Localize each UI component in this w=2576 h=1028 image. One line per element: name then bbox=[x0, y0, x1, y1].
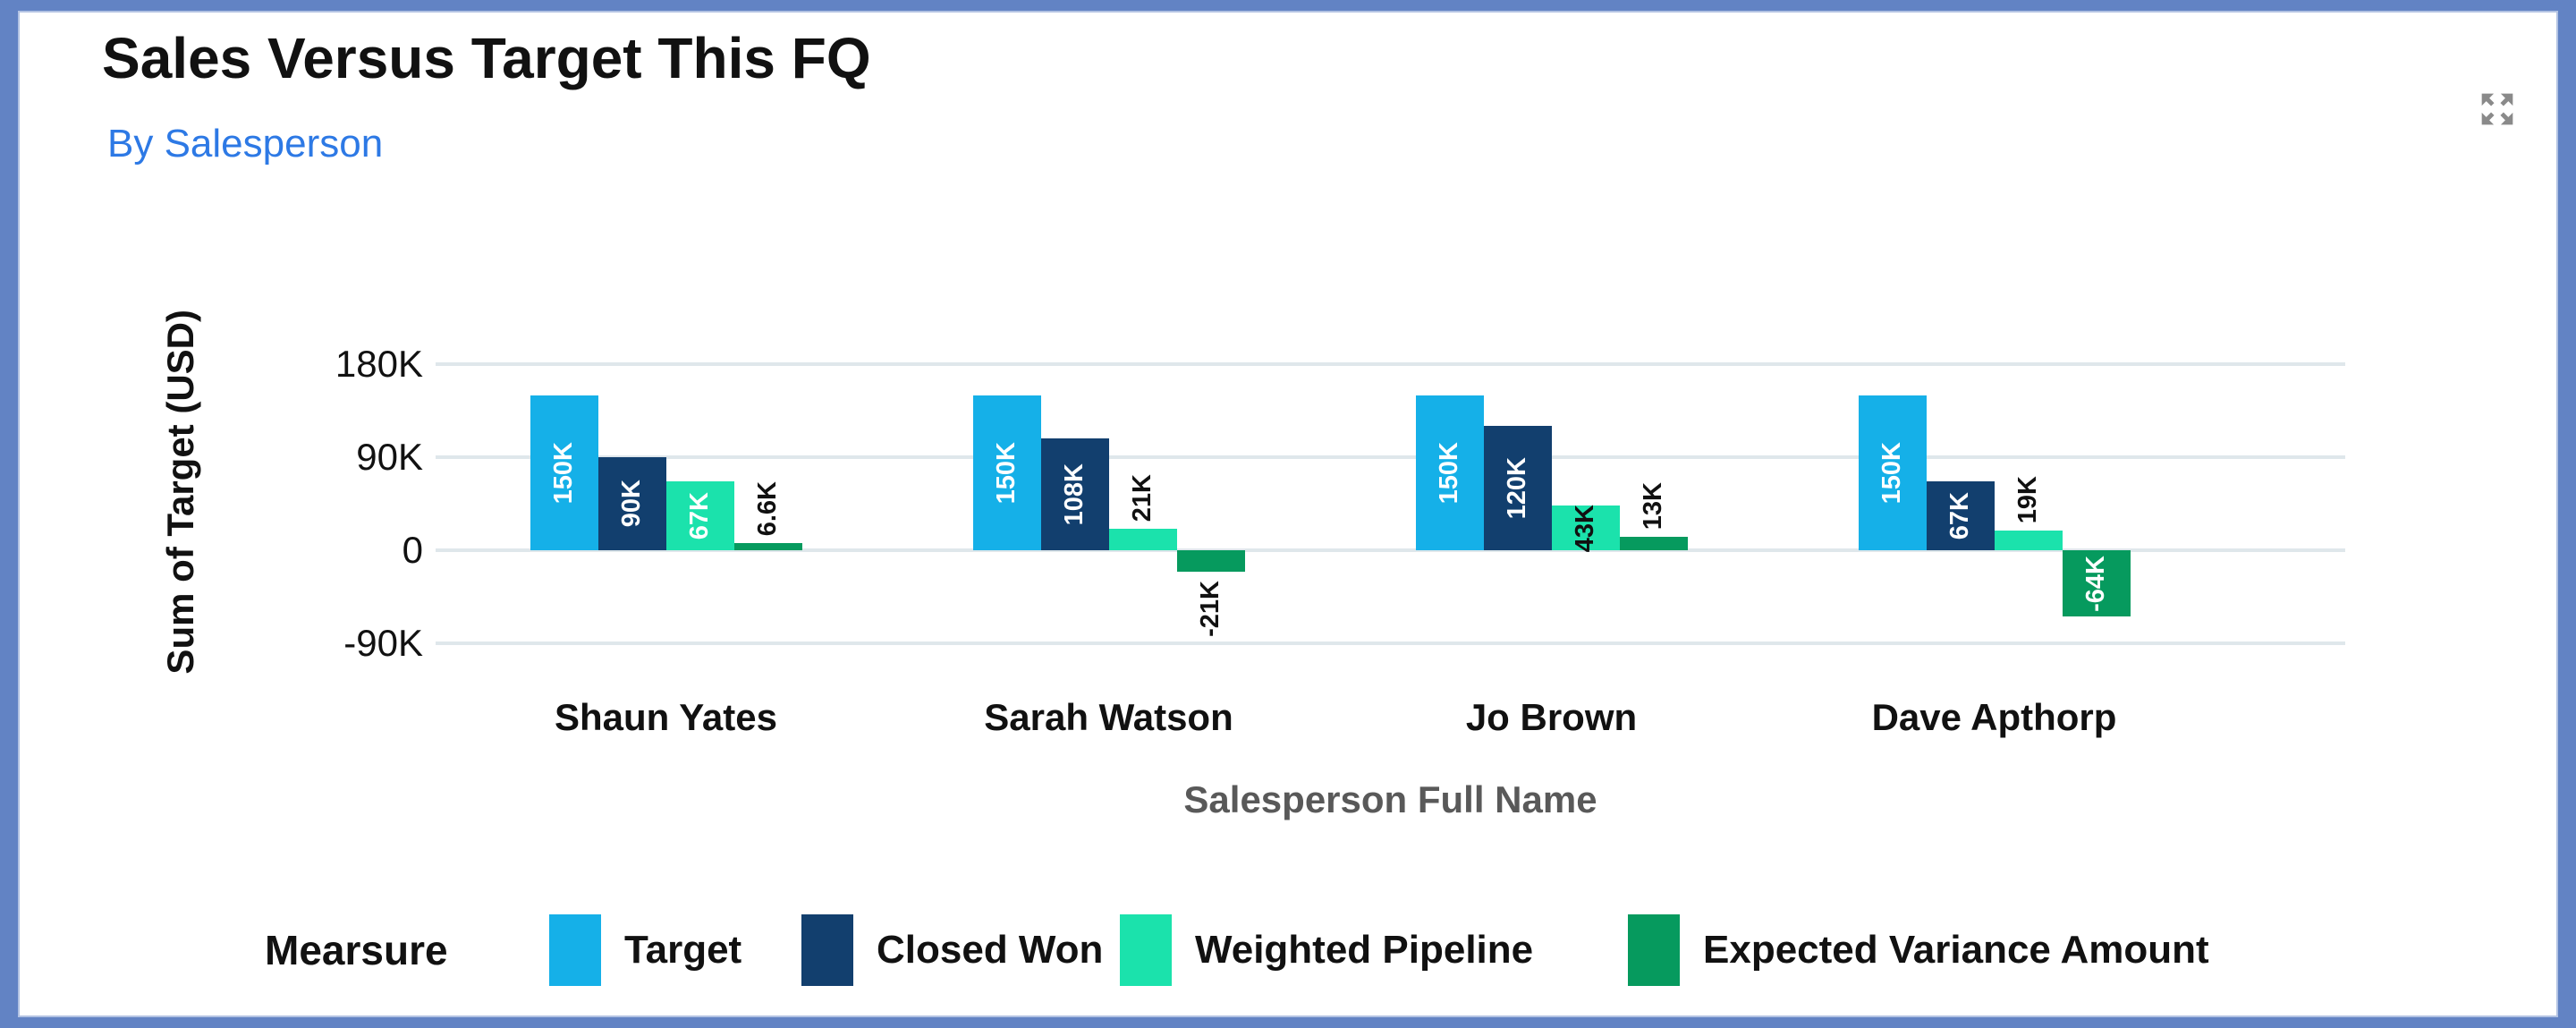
bar-expected-variance-amount[interactable] bbox=[1619, 536, 1688, 550]
bar-closed-won[interactable] bbox=[1483, 426, 1552, 550]
bar-value-label: 6.6K bbox=[753, 481, 782, 537]
bar-closed-won[interactable] bbox=[1926, 480, 1995, 550]
plot-area: 180K 90K 0 -90K 150K 90K 67K 6.6K Shaun Yates 150… bbox=[335, 306, 2345, 738]
legend-swatch bbox=[1628, 914, 1680, 986]
gridline bbox=[436, 641, 2345, 645]
legend-item-closed-won[interactable]: Closed Won bbox=[801, 913, 1103, 988]
expand-arrows-icon bbox=[2474, 86, 2524, 132]
legend-label: Weighted Pipeline bbox=[1195, 928, 1534, 972]
y-axis-title: Sum of Target (USD) bbox=[159, 310, 201, 675]
legend-item-target[interactable]: Target bbox=[549, 913, 741, 988]
legend-label: Target bbox=[624, 928, 742, 972]
bar-closed-won[interactable] bbox=[1040, 438, 1109, 550]
legend-item-weighted-pipeline[interactable]: Weighted Pipeline bbox=[1120, 913, 1533, 988]
bar-weighted-pipeline[interactable] bbox=[665, 480, 734, 550]
bar-weighted-pipeline[interactable] bbox=[1994, 531, 2063, 550]
legend: Mearsure Target Closed Won Weighted Pipeli… bbox=[20, 913, 2556, 988]
gridline bbox=[436, 362, 2345, 366]
legend-item-expected-variance-amount[interactable]: Expected Variance Amount bbox=[1628, 913, 2209, 988]
y-tick-label: -90K bbox=[343, 622, 423, 664]
bar-expected-variance-amount[interactable] bbox=[1176, 550, 1245, 573]
legend-swatch bbox=[549, 914, 601, 986]
page-subtitle: By Salesperson bbox=[107, 122, 384, 166]
y-tick-label: 180K bbox=[335, 343, 423, 385]
expand-button[interactable] bbox=[2474, 84, 2524, 134]
category-label: Dave Apthorp bbox=[1871, 696, 2117, 738]
bar-weighted-pipeline[interactable] bbox=[1551, 506, 1620, 550]
category-label: Jo Brown bbox=[1465, 696, 1638, 738]
legend-swatch bbox=[801, 914, 853, 986]
bar-value-label: -21K bbox=[1196, 581, 1224, 638]
gridline bbox=[436, 455, 2345, 459]
y-tick-label: 90K bbox=[356, 436, 423, 478]
legend-swatch bbox=[1120, 914, 1172, 986]
chart-card: Sales Versus Target This FQ By Salespers… bbox=[18, 11, 2558, 1017]
bar-closed-won[interactable] bbox=[597, 457, 666, 550]
bar-weighted-pipeline[interactable] bbox=[1108, 528, 1177, 550]
y-tick-label: 0 bbox=[402, 529, 423, 571]
x-axis-title: Salesperson Full Name bbox=[1183, 778, 1597, 820]
bar-expected-variance-amount[interactable] bbox=[2062, 550, 2131, 616]
legend-title: Mearsure bbox=[265, 927, 448, 973]
legend-label: Expected Variance Amount bbox=[1703, 928, 2209, 972]
bar-value-label: 13K bbox=[1639, 481, 1667, 530]
category-label: Shaun Yates bbox=[554, 696, 777, 738]
bar-target[interactable] bbox=[530, 395, 598, 550]
bar-target[interactable] bbox=[1415, 395, 1484, 550]
category-label: Sarah Watson bbox=[984, 696, 1233, 738]
bar-target[interactable] bbox=[1858, 395, 1927, 550]
bar-value-label: 19K bbox=[2013, 475, 2042, 524]
legend-label: Closed Won bbox=[877, 928, 1104, 972]
gridline bbox=[436, 548, 2345, 552]
page-title: Sales Versus Target This FQ bbox=[102, 26, 871, 90]
bar-value-label: 21K bbox=[1128, 473, 1157, 522]
bar-target[interactable] bbox=[972, 395, 1041, 550]
bar-expected-variance-amount[interactable] bbox=[733, 543, 802, 550]
